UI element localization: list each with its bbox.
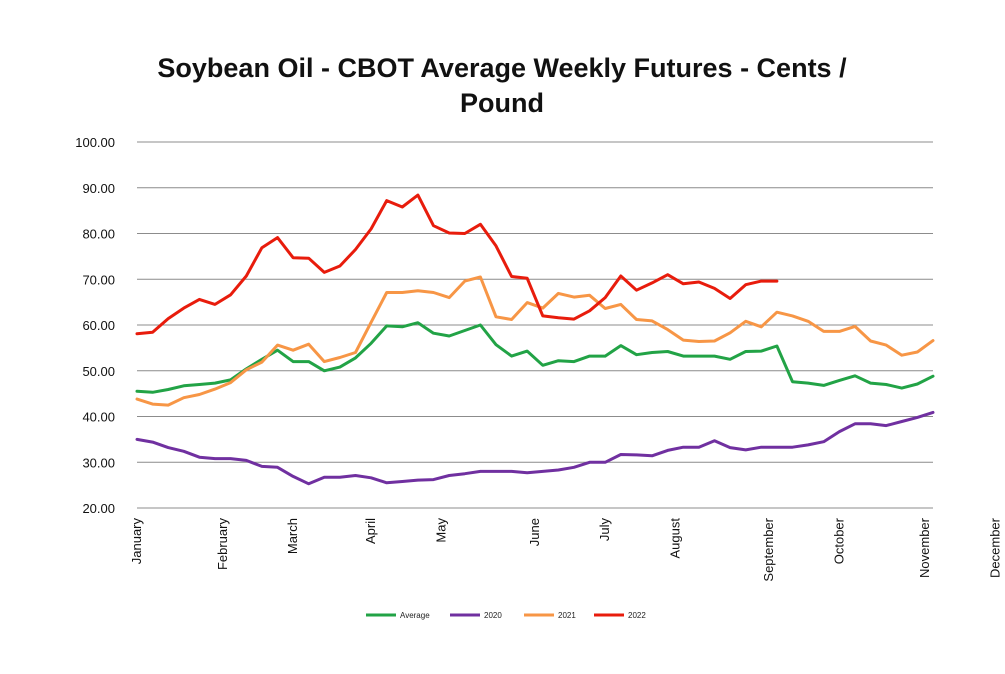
- x-tick-label: September: [761, 517, 776, 581]
- y-tick-label: 30.00: [82, 455, 115, 470]
- series-line-average: [137, 323, 933, 393]
- y-tick-label: 80.00: [82, 227, 115, 242]
- series-line-2022: [137, 195, 777, 334]
- chart-title-line2: Pound: [460, 88, 544, 118]
- y-tick-label: 40.00: [82, 410, 115, 425]
- x-tick-label: October: [831, 517, 846, 564]
- legend-label: 2021: [558, 611, 576, 620]
- y-tick-label: 90.00: [82, 181, 115, 196]
- y-tick-label: 100.00: [75, 135, 115, 150]
- series-line-2020: [137, 412, 933, 483]
- x-tick-label: August: [667, 518, 682, 559]
- chart-title-line1: Soybean Oil - CBOT Average Weekly Future…: [157, 53, 847, 83]
- x-tick-label: January: [129, 518, 144, 565]
- legend-label: 2022: [628, 611, 646, 620]
- x-tick-label: March: [285, 518, 300, 554]
- x-tick-label: April: [363, 518, 378, 544]
- legend: Average 2020 2021 2022: [366, 611, 646, 620]
- y-tick-label: 50.00: [82, 364, 115, 379]
- y-tick-label: 60.00: [82, 318, 115, 333]
- x-tick-label: February: [215, 518, 230, 571]
- series-lines: [137, 195, 933, 484]
- y-tick-label: 70.00: [82, 272, 115, 287]
- legend-label: 2020: [484, 611, 502, 620]
- x-tick-label: May: [433, 518, 448, 543]
- x-tick-label: June: [527, 518, 542, 546]
- y-axis-tick-labels: 100.00 90.00 80.00 70.00 60.00 50.00 40.00 30.0…: [75, 135, 115, 516]
- x-tick-label: November: [917, 517, 932, 578]
- x-tick-label: December: [987, 517, 1002, 578]
- x-axis-month-labels: January February March April May June July Augu…: [129, 517, 1002, 581]
- x-tick-label: July: [597, 518, 612, 542]
- y-tick-label: 20.00: [82, 501, 115, 516]
- legend-label: Average: [400, 611, 430, 620]
